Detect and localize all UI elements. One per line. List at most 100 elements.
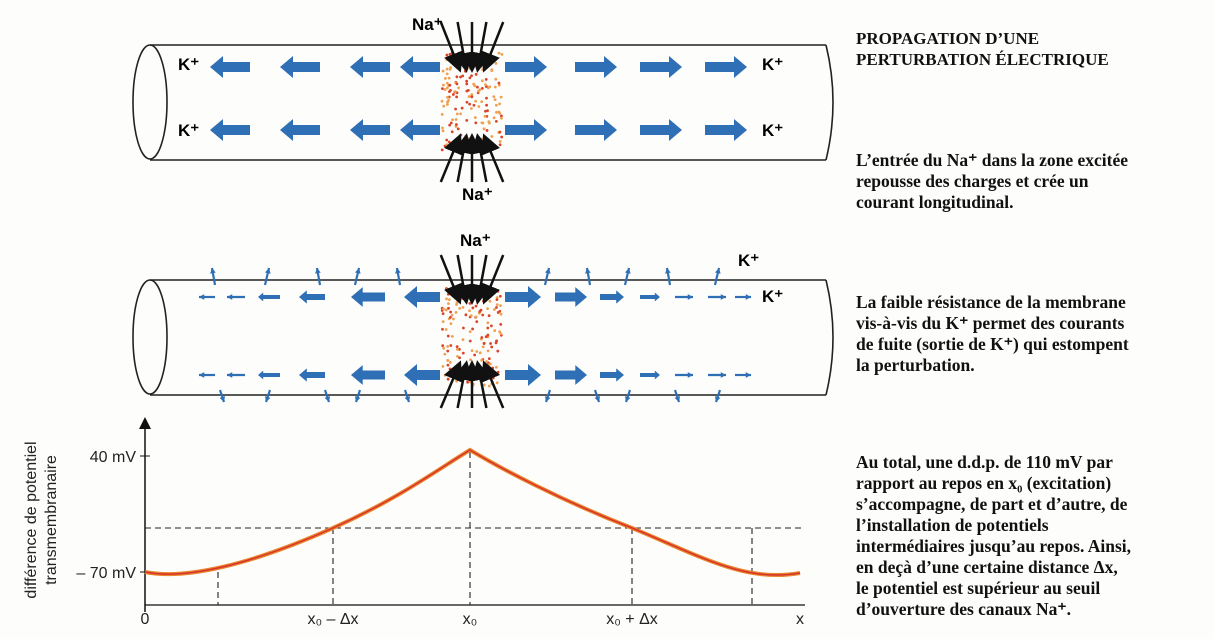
paragraph: Au total, une d.d.p. de 110 mV par rappor…: [856, 452, 1131, 620]
na-influx: [470, 254, 491, 305]
ion-dot: [476, 85, 479, 89]
ion-dot: [465, 89, 469, 93]
ion-dot: [446, 288, 450, 291]
ion-dot: [461, 338, 465, 342]
ion-dot: [464, 313, 468, 317]
ion-dot: [460, 106, 464, 110]
cylinder-end: [132, 44, 168, 160]
x-label: x: [796, 611, 804, 628]
ion-dot: [500, 116, 503, 120]
current-arrow: [705, 56, 747, 78]
current-arrow: [404, 286, 440, 308]
ion-dot: [458, 356, 461, 360]
ion-dot: [486, 363, 490, 367]
ion-dot: [447, 302, 450, 306]
ion-dot: [455, 82, 459, 86]
ion-dot: [493, 85, 497, 89]
ion-dot: [495, 298, 499, 302]
ion-dot: [441, 312, 445, 316]
leak-arrow-head: [227, 294, 233, 300]
ion-dot: [455, 123, 458, 126]
ion-dot: [480, 121, 484, 125]
leak-arrow-head: [354, 268, 361, 274]
ion-dot: [442, 104, 446, 108]
ion-dot: [495, 306, 498, 309]
ion-dot: [455, 345, 459, 349]
ion-dot: [495, 381, 499, 385]
ion-dot: [498, 130, 502, 134]
ion-dot: [490, 345, 494, 349]
ion-dot: [446, 349, 450, 353]
ion-dot: [446, 377, 450, 381]
ion-dot: [494, 77, 498, 81]
ion-dot: [493, 145, 497, 149]
ion-dot: [447, 76, 451, 80]
ion-dot: [451, 93, 455, 96]
ion-dot: [486, 349, 490, 353]
ion-dot: [446, 100, 449, 104]
y-label: – 70 mV: [76, 565, 136, 582]
ion-dot: [473, 353, 477, 357]
ion-dot: [475, 362, 479, 366]
ion-dot: [448, 298, 451, 302]
ion-dot: [498, 143, 502, 147]
paragraph-line: le potentiel est supérieur au seuil: [856, 578, 1101, 598]
ion-dot: [467, 59, 470, 62]
na-influx: [470, 21, 491, 73]
ion-dot: [482, 127, 486, 131]
x-label: x₀ + Δx: [606, 611, 658, 628]
ion-dot: [481, 68, 485, 72]
ion-dot: [442, 307, 445, 311]
ion-dot: [499, 114, 503, 118]
ion-dot: [443, 352, 447, 356]
ion-dot: [449, 344, 453, 347]
current-arrow: [280, 119, 320, 141]
ion-dot: [493, 98, 497, 101]
ion-dot: [493, 329, 497, 332]
ion-dot: [455, 95, 459, 99]
ion-dot: [454, 107, 458, 111]
ion-dot: [474, 304, 478, 308]
ion-dot: [490, 324, 493, 328]
ion-dot: [484, 78, 488, 81]
ion-label: Na⁺: [460, 231, 491, 250]
leak-arrow-head: [624, 268, 631, 274]
current-arrow: [505, 364, 541, 386]
ion-dot: [466, 380, 470, 384]
ion-dot: [457, 347, 461, 351]
paragraph-line: repousse des charges et crée un: [856, 171, 1089, 191]
ion-dot: [445, 138, 449, 142]
ion-dot: [481, 292, 484, 296]
paragraph-line: La faible résistance de la membrane: [856, 292, 1126, 312]
ion-dot: [456, 127, 460, 131]
ion-dot: [451, 317, 455, 321]
leak-arrow-head: [720, 294, 726, 300]
ion-dot: [440, 99, 444, 103]
ion-dot: [488, 85, 492, 89]
current-arrow: [400, 56, 440, 78]
leak-arrow-head: [210, 268, 216, 274]
figure: Na⁺ Na⁺ K⁺ K⁺ K⁺ K⁺ Na⁺ K⁺ K⁺ 40 mV – 70…: [23, 15, 834, 628]
ion-dot: [474, 142, 478, 145]
ion-dot: [446, 359, 450, 362]
ion-dot: [446, 363, 450, 367]
ion-dot: [475, 320, 479, 324]
ion-dot: [473, 374, 477, 378]
leak-arrow-head: [687, 294, 693, 300]
ion-dot: [495, 303, 499, 307]
na-influx: [471, 360, 491, 409]
ion-dot: [456, 347, 459, 351]
ion-dot: [493, 308, 496, 311]
ion-dot: [445, 86, 449, 90]
ion-label: K⁺: [178, 55, 199, 74]
y-axis-label: transmembranaire: [43, 455, 60, 585]
ion-dot: [459, 75, 462, 79]
ion-dot: [486, 321, 490, 325]
ion-dot: [499, 304, 502, 307]
ion-dot: [443, 373, 447, 377]
ion-dot: [445, 67, 449, 71]
leak-arrow-head: [395, 268, 401, 274]
leak-arrow-head: [714, 396, 721, 402]
current-arrow: [705, 119, 747, 141]
na-influx: [481, 21, 505, 73]
